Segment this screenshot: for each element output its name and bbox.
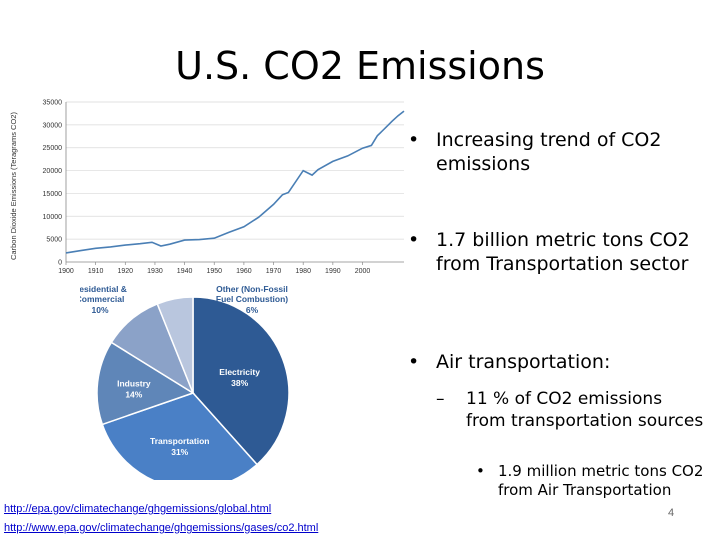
x-tick-label: 1960	[236, 268, 252, 275]
y-tick-label: 5000	[46, 237, 62, 244]
bullet-text: Air transportation:	[436, 351, 611, 373]
x-tick-label: 1910	[88, 268, 104, 275]
x-tick-labels: 1900 1910 1920 1930 1940 1950 1960 1970 1980 1990…	[58, 268, 370, 275]
y-tick-label: 0	[58, 260, 62, 267]
x-tick-label: 1900	[58, 268, 74, 275]
slide-title: U.S. CO2 Emissions	[175, 44, 545, 88]
pie-slice	[101, 392, 259, 480]
sub-sub-bullet-text: 1.9 million metric tons CO2 from Air Tra…	[498, 462, 704, 499]
y-tick-label: 10000	[43, 214, 63, 221]
bullet-marker: •	[408, 129, 420, 151]
x-tick-label: 1940	[177, 268, 193, 275]
pie-slices	[96, 296, 290, 480]
page-number: 4	[668, 507, 675, 519]
pie-category-label: Transportation	[150, 436, 210, 446]
pie-percent-label: 38%	[231, 378, 248, 388]
pie-percent-label: 10%	[91, 305, 108, 315]
bullet-text: Increasing trend of CO2 emissions	[436, 129, 662, 175]
emissions-line-chart: Carbon Dioxide Emissions (Teragrams CO2)…	[9, 100, 405, 275]
pie-category-label: Residential &Commercial	[80, 284, 127, 304]
x-tick-label: 1950	[206, 268, 222, 275]
x-tick-label: 1970	[266, 268, 282, 275]
x-tick-label: 1920	[118, 268, 134, 275]
y-axis-label: Carbon Dioxide Emissions (Teragrams CO2)	[9, 112, 18, 260]
pie-percent-label: 6%	[246, 305, 259, 315]
bullet-marker: •	[408, 351, 420, 373]
x-tick-label: 1990	[325, 268, 341, 275]
pie-category-label: Industry	[117, 378, 151, 388]
y-tick-label: 35000	[43, 100, 63, 107]
chart-gridlines	[66, 101, 404, 240]
pie-slice	[96, 341, 195, 426]
sub-bullet-text: 11 % of CO2 emissions from transportatio…	[466, 389, 704, 431]
sub-bullet-marker: –	[436, 389, 445, 409]
emissions-pie-chart: Electricity38%Transportation31%Industry1…	[80, 284, 290, 480]
pie-percent-label: 31%	[171, 447, 188, 457]
x-tick-label: 1980	[295, 268, 311, 275]
pie-category-label: Electricity	[219, 367, 260, 377]
pie-labels: Electricity38%Transportation31%Industry1…	[80, 284, 288, 457]
y-tick-labels: 0 5000 10000 15000 20000 25000 30000 35000	[43, 100, 63, 267]
y-tick-label: 15000	[43, 191, 63, 198]
sub-sub-bullet-marker: •	[476, 462, 485, 480]
pie-percent-label: 14%	[125, 389, 142, 399]
source-link-co2[interactable]: http://www.epa.gov/climatechange/ghgemis…	[4, 522, 319, 534]
chart-axes	[65, 102, 404, 265]
pie-slice	[156, 296, 194, 394]
source-links: http://epa.gov/climatechange/ghgemission…	[4, 500, 318, 538]
bullet-marker: •	[408, 229, 420, 251]
pie-slice	[192, 296, 290, 466]
y-tick-label: 25000	[43, 145, 63, 152]
x-tick-label: 2000	[355, 268, 371, 275]
source-link-global[interactable]: http://epa.gov/climatechange/ghgemission…	[4, 503, 272, 515]
y-tick-label: 20000	[43, 168, 63, 175]
y-tick-label: 30000	[43, 122, 63, 129]
emissions-series-line	[65, 110, 405, 254]
x-tick-label: 1930	[147, 268, 163, 275]
bullet-text: 1.7 billion metric tons CO2 from Transpo…	[436, 229, 690, 275]
pie-category-label: Other (Non-Fossil Fuel Combustion)	[216, 284, 288, 304]
